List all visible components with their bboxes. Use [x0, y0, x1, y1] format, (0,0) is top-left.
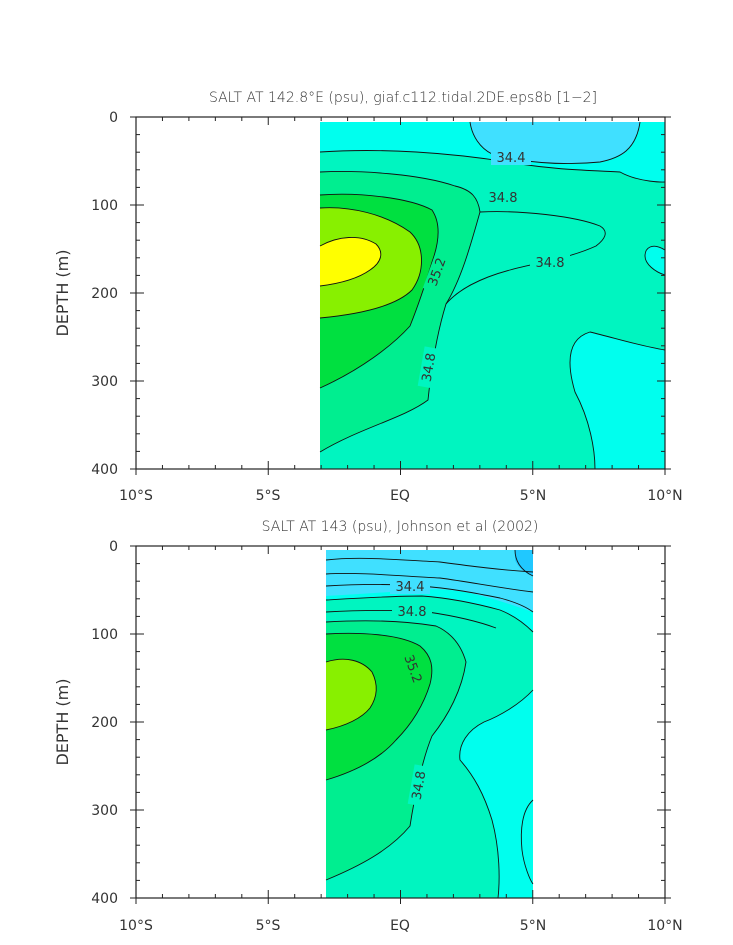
- bottom-contour-label-2: 34.8: [398, 605, 427, 620]
- top-ytick-label: 300: [91, 374, 118, 390]
- bottom-xtick-label: 5°N: [520, 918, 546, 934]
- bottom-contour-label-4: 34.8: [410, 770, 430, 801]
- panel-bottom-title: SALT AT 143 (psu), Johnson et al (2002): [262, 519, 539, 535]
- top-xtick-label: 10°S: [119, 488, 153, 504]
- panel-bottom: SALT AT 143 (psu), Johnson et al (2002): [53, 519, 683, 934]
- top-xtick-label: 10°N: [647, 488, 682, 504]
- panel-top-yticklabels: 0 100 200 300 400: [91, 110, 118, 478]
- bottom-xtick-label: EQ: [390, 918, 410, 934]
- bottom-ytick-label: 200: [91, 715, 118, 731]
- top-contour-label-5: 34.8: [420, 352, 440, 383]
- top-ytick-label: 200: [91, 286, 118, 302]
- bottom-xtick-label: 10°N: [647, 918, 682, 934]
- top-ytick-label: 100: [91, 198, 118, 214]
- panel-bottom-yticklabels: 0 100 200 300 400: [91, 539, 118, 907]
- bottom-band-c0: [515, 550, 533, 576]
- top-xtick-label: EQ: [390, 488, 410, 504]
- panel-top-xticklabels: 10°S 5°S EQ 5°N 10°N: [119, 488, 683, 504]
- bottom-contour-label-1: 34.4: [396, 580, 425, 595]
- top-contour-label-3: 34.8: [536, 256, 565, 271]
- panel-bottom-ticks: [130, 545, 671, 904]
- bottom-xtick-label: 5°S: [256, 918, 281, 934]
- top-ytick-label: 0: [109, 110, 118, 126]
- panel-top: SALT AT 142.8°E (psu), giaf.c112.tidal.2…: [53, 90, 683, 504]
- bottom-band-c6: [326, 659, 377, 730]
- top-contour-label-1: 34.4: [497, 151, 526, 166]
- top-band-c2-patch: [570, 332, 665, 469]
- panel-top-ylabel: DEPTH (m): [53, 249, 72, 336]
- bottom-band-c2-patch: [459, 690, 533, 898]
- panel-top-contour-fill: [319, 121, 666, 470]
- bottom-ytick-label: 400: [91, 891, 118, 907]
- top-xtick-label: 5°S: [256, 488, 281, 504]
- bottom-ytick-label: 300: [91, 803, 118, 819]
- top-ytick-label: 400: [91, 462, 118, 478]
- panel-top-title: SALT AT 142.8°E (psu), giaf.c112.tidal.2…: [209, 90, 597, 106]
- top-band-c7: [320, 237, 381, 286]
- bottom-ytick-label: 0: [109, 539, 118, 555]
- top-contour-label-2: 34.8: [489, 191, 518, 206]
- bottom-xtick-label: 10°S: [119, 918, 153, 934]
- bottom-ytick-label: 100: [91, 627, 118, 643]
- panel-bottom-contour-fill: [325, 549, 534, 899]
- panel-top-ticks: [130, 116, 671, 475]
- panel-bottom-xticklabels: 10°S 5°S EQ 5°N 10°N: [119, 918, 683, 934]
- top-xtick-label: 5°N: [520, 488, 546, 504]
- panel-bottom-ylabel: DEPTH (m): [53, 678, 72, 765]
